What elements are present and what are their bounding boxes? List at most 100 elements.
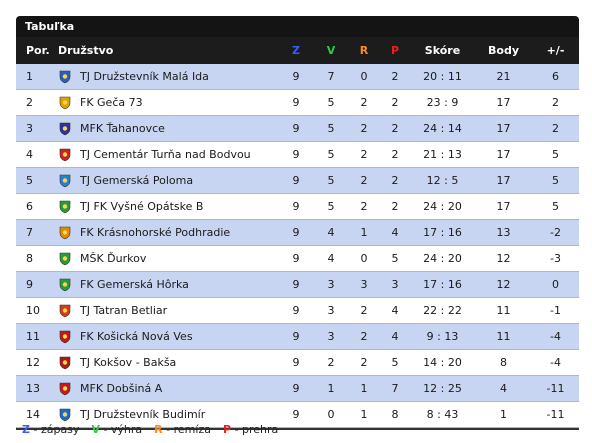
score-cell: 17 : 16 (423, 278, 462, 291)
table-row: 4 TJ Cementár Turňa nad Bodvou 9 5 2 2 21 : 13… (16, 141, 579, 168)
draws-cell: 2 (360, 304, 368, 317)
header-wins: V (326, 44, 336, 57)
score-cell: 17 : 16 (423, 226, 462, 239)
draws-cell: 2 (360, 96, 368, 109)
wins-cell: 1 (327, 382, 335, 395)
club-crest-icon (59, 382, 71, 395)
draws-cell: 0 (360, 252, 368, 265)
club-crest-icon (59, 148, 71, 161)
team-name[interactable]: FK Krásnohorské Podhradie (80, 226, 231, 239)
header-matches: Z (292, 44, 300, 57)
wins-cell: 3 (327, 278, 335, 291)
losses-cell: 2 (391, 70, 399, 83)
team-name[interactable]: FK Geča 73 (80, 96, 143, 109)
table-row: 3 MFK Ťahanovce 9 5 2 2 24 : 14 17 2 (16, 115, 579, 142)
wins-cell: 4 (327, 226, 335, 239)
team-name[interactable]: FK Košická Nová Ves (80, 330, 193, 343)
score-cell: 24 : 20 (423, 200, 462, 213)
team-cell-inner: TJ Cementár Turňa nad Bodvou (58, 142, 278, 167)
wins-cell: 4 (327, 252, 335, 265)
losses-cell: 8 (391, 408, 399, 421)
position-cell: 14 (26, 408, 40, 421)
matches-cell: 9 (292, 304, 300, 317)
table-row: 14 TJ Družstevník Budimír 9 0 1 8 8 : 43 1 -11 (16, 401, 579, 428)
team-name[interactable]: FK Gemerská Hôrka (80, 278, 189, 291)
team-cell: MŠK Ďurkov (58, 246, 278, 272)
team-name[interactable]: TJ Gemerská Poloma (80, 174, 194, 187)
matches-cell: 9 (292, 122, 300, 135)
club-crest-icon (59, 200, 71, 213)
draws-cell: 2 (360, 122, 368, 135)
score-cell: 24 : 20 (423, 252, 462, 265)
position-cell: 10 (26, 304, 40, 317)
score-cell: 24 : 14 (423, 122, 462, 135)
widget-title: Tabuľka (16, 16, 579, 37)
position-cell: 8 (26, 252, 33, 265)
club-crest-icon (59, 408, 71, 421)
wins-cell: 5 (327, 174, 335, 187)
score-cell: 12 : 5 (426, 174, 459, 187)
diff-cell: -11 (546, 382, 565, 395)
wins-cell: 3 (327, 304, 335, 317)
header-diff: +/- (546, 44, 565, 57)
diff-cell: 5 (552, 148, 559, 161)
draws-cell: 2 (360, 200, 368, 213)
losses-cell: 7 (391, 382, 399, 395)
draws-cell: 2 (360, 330, 368, 343)
team-name[interactable]: TJ Tatran Betliar (80, 304, 168, 317)
diff-cell: -3 (550, 252, 561, 265)
team-cell: TJ Cementár Turňa nad Bodvou (58, 142, 278, 168)
team-name[interactable]: TJ Družstevník Malá Ida (80, 70, 209, 83)
table-row: 7 FK Krásnohorské Podhradie 9 4 1 4 17 : 16 13 -… (16, 219, 579, 246)
diff-cell: -4 (550, 356, 561, 369)
matches-cell: 9 (292, 382, 300, 395)
team-cell-inner: MFK Dobšiná A (58, 376, 278, 401)
score-cell: 9 : 13 (426, 330, 459, 343)
team-name[interactable]: MFK Ťahanovce (80, 122, 165, 135)
score-cell: 23 : 9 (426, 96, 459, 109)
table-bottom-divider (16, 428, 579, 430)
team-cell-inner: TJ FK Vyšné Opátske B (58, 194, 278, 219)
team-cell: FK Krásnohorské Podhradie (58, 220, 278, 246)
points-cell: 17 (496, 148, 511, 161)
team-name[interactable]: TJ FK Vyšné Opátske B (80, 200, 204, 213)
team-cell-inner: MFK Ťahanovce (58, 116, 278, 141)
table-row: 5 TJ Gemerská Poloma 9 5 2 2 12 : 5 17 5 (16, 167, 579, 194)
club-crest-icon (59, 252, 71, 265)
team-name[interactable]: MŠK Ďurkov (80, 252, 147, 265)
club-crest-icon (59, 70, 71, 83)
legend-item: P - prehra (223, 423, 278, 436)
losses-cell: 2 (391, 122, 399, 135)
team-name[interactable]: MFK Dobšiná A (80, 382, 163, 395)
team-name[interactable]: TJ Cementár Turňa nad Bodvou (80, 148, 251, 161)
matches-cell: 9 (292, 278, 300, 291)
legend-key: V (91, 423, 100, 436)
points-cell: 12 (496, 252, 511, 265)
losses-cell: 2 (391, 200, 399, 213)
diff-cell: -1 (550, 304, 561, 317)
losses-cell: 2 (391, 174, 399, 187)
wins-cell: 7 (327, 70, 335, 83)
team-name[interactable]: TJ Družstevník Budimír (80, 408, 206, 421)
diff-cell: 5 (552, 200, 559, 213)
table-row: 12 TJ Kokšov - Bakša 9 2 2 5 14 : 20 8 -4 (16, 349, 579, 376)
club-crest-icon (59, 304, 71, 317)
team-name[interactable]: TJ Kokšov - Bakša (80, 356, 177, 369)
score-cell: 21 : 13 (423, 148, 462, 161)
position-cell: 1 (26, 70, 33, 83)
legend-key: R (154, 423, 163, 436)
team-cell: TJ Gemerská Poloma (58, 168, 278, 194)
diff-cell: -4 (550, 330, 561, 343)
header-draws: R (359, 44, 369, 57)
points-cell: 11 (496, 304, 511, 317)
club-crest-icon (59, 96, 71, 109)
team-cell: FK Gemerská Hôrka (58, 272, 278, 298)
table-row: 2 FK Geča 73 9 5 2 2 23 : 9 17 2 (16, 89, 579, 116)
team-cell-inner: TJ Tatran Betliar (58, 298, 278, 323)
wins-cell: 2 (327, 356, 335, 369)
club-crest-icon (59, 122, 71, 135)
score-cell: 14 : 20 (423, 356, 462, 369)
position-cell: 2 (26, 96, 33, 109)
diff-cell: 2 (552, 122, 559, 135)
position-cell: 12 (26, 356, 40, 369)
